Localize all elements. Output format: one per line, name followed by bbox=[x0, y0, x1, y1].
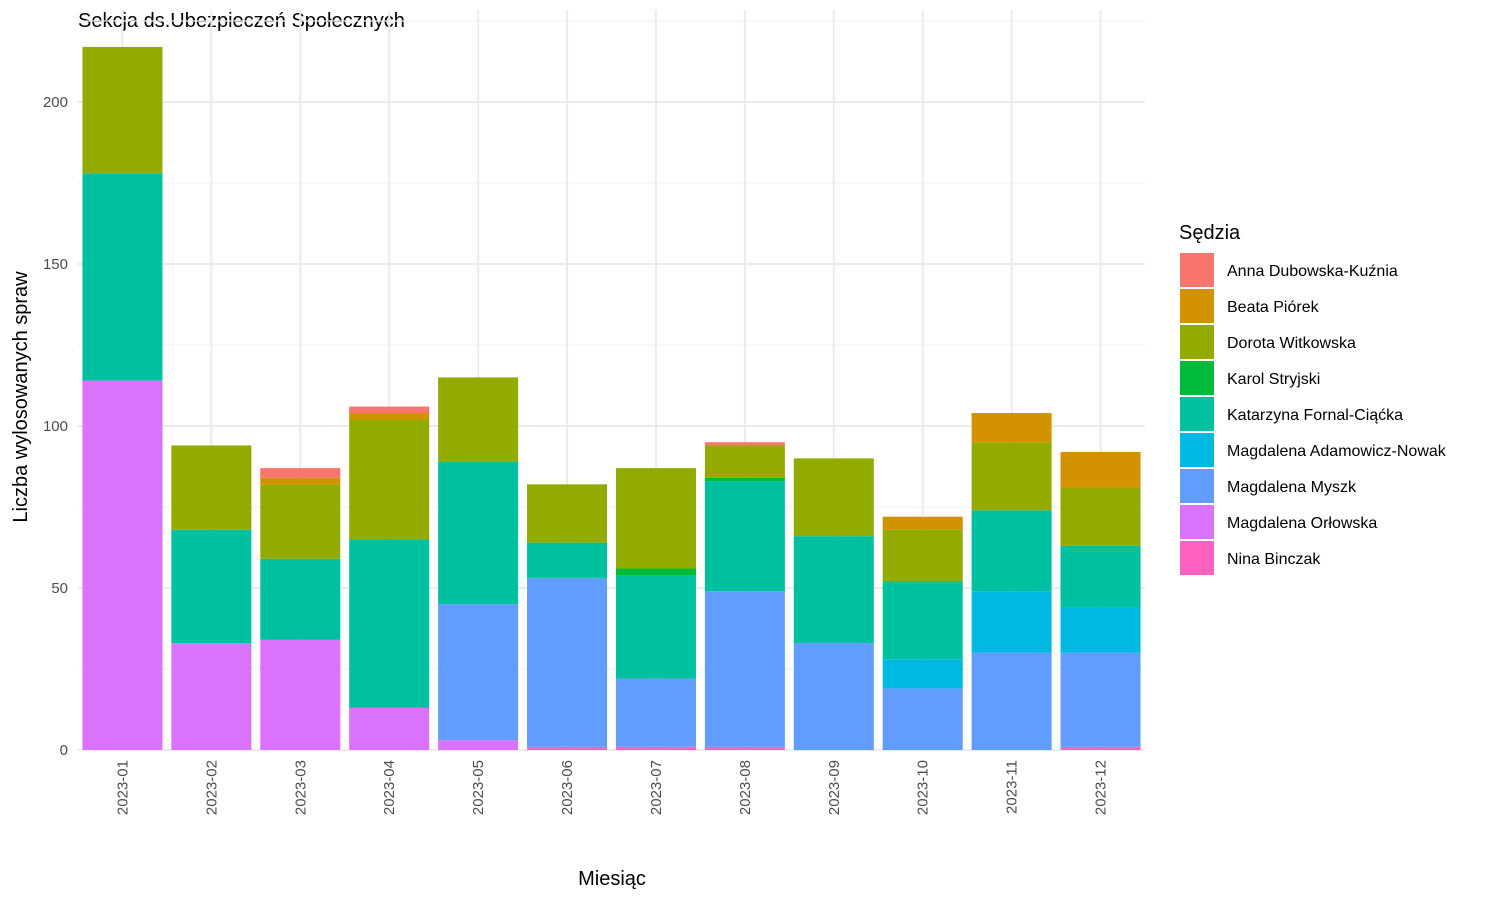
bar-segment bbox=[793, 643, 874, 750]
bar-segment bbox=[349, 539, 430, 708]
legend-swatch bbox=[1180, 253, 1214, 287]
x-axis-ticks: 2023-01 2023-02 2023-03 2023-04 2023-05 2023-… bbox=[114, 760, 1109, 815]
legend-label: Anna Dubowska-Kuźnia bbox=[1227, 263, 1398, 280]
bar-segment bbox=[971, 442, 1052, 511]
bar-segment bbox=[882, 581, 963, 660]
bar-segment bbox=[349, 413, 430, 420]
x-tick-label: 2023-01 bbox=[114, 760, 131, 815]
bar-segment bbox=[1060, 607, 1141, 653]
bar-segment bbox=[615, 678, 696, 747]
bar-segment bbox=[171, 643, 252, 750]
bar-segment bbox=[971, 413, 1052, 443]
legend-label: Dorota Witkowska bbox=[1227, 335, 1356, 352]
bar-segment bbox=[704, 591, 785, 747]
y-tick-label: 50 bbox=[51, 580, 68, 597]
bar-segment bbox=[793, 458, 874, 537]
x-tick-label: 2023-05 bbox=[470, 760, 487, 815]
bar-segment bbox=[438, 377, 519, 462]
bar-segment bbox=[704, 481, 785, 592]
x-tick-label: 2023-12 bbox=[1093, 760, 1110, 815]
y-tick-label: 150 bbox=[43, 256, 68, 273]
legend-swatch bbox=[1180, 397, 1214, 431]
bar-segment bbox=[438, 461, 519, 605]
bar-segment bbox=[882, 659, 963, 689]
legend-label: Nina Binczak bbox=[1227, 551, 1321, 568]
bar-segment bbox=[527, 484, 608, 543]
bar-segment bbox=[349, 406, 430, 414]
bar-segment bbox=[615, 468, 696, 569]
bar-segment bbox=[615, 575, 696, 679]
bar-segment bbox=[793, 536, 874, 644]
bar-segment bbox=[1060, 652, 1141, 747]
bar-segment bbox=[1060, 451, 1141, 488]
bar-segment bbox=[171, 445, 252, 530]
bar-segment bbox=[82, 46, 163, 174]
legend-swatch bbox=[1180, 289, 1214, 323]
x-tick-label: 2023-02 bbox=[203, 760, 220, 815]
y-axis-title: Liczba wylosowanych spraw bbox=[10, 271, 32, 523]
x-tick-label: 2023-09 bbox=[826, 760, 843, 815]
bar-segment bbox=[971, 591, 1052, 653]
bar-segment bbox=[260, 558, 341, 640]
bar-segment bbox=[527, 542, 608, 579]
bar-segment bbox=[349, 419, 430, 540]
bar-segment bbox=[438, 740, 519, 750]
bar-segment bbox=[882, 516, 963, 530]
bar-segment bbox=[1060, 746, 1141, 750]
y-axis-ticks: 0 50 100 150 200 bbox=[43, 94, 68, 759]
bar-segment bbox=[527, 578, 608, 747]
bar-segment bbox=[615, 746, 696, 750]
bar-segment bbox=[1060, 545, 1141, 608]
bar-segment bbox=[882, 529, 963, 582]
bars bbox=[82, 46, 1141, 750]
x-tick-label: 2023-07 bbox=[648, 760, 665, 815]
legend-label: Magdalena Myszk bbox=[1227, 479, 1357, 496]
bar-segment bbox=[260, 484, 341, 559]
legend-swatch bbox=[1180, 541, 1214, 575]
legend-label: Magdalena Orłowska bbox=[1227, 515, 1377, 532]
legend-label: Beata Piórek bbox=[1227, 299, 1320, 316]
legend-swatch bbox=[1180, 361, 1214, 395]
bar-segment bbox=[704, 746, 785, 750]
bar-segment bbox=[82, 173, 163, 381]
bar-segment bbox=[349, 707, 430, 750]
bar-segment bbox=[971, 510, 1052, 592]
bar-segment bbox=[260, 477, 341, 485]
legend-title: Sędzia bbox=[1179, 222, 1241, 244]
bar-segment bbox=[260, 468, 341, 478]
legend-label: Magdalena Adamowicz-Nowak bbox=[1227, 443, 1447, 460]
bar-segment bbox=[527, 746, 608, 750]
legend-label: Katarzyna Fornal-Ciąćka bbox=[1227, 407, 1403, 424]
bar-segment bbox=[704, 442, 785, 446]
x-tick-label: 2023-04 bbox=[381, 760, 398, 815]
bar-segment bbox=[882, 688, 963, 750]
bar-segment bbox=[260, 639, 341, 750]
bar-segment bbox=[704, 477, 785, 482]
legend-swatch bbox=[1180, 505, 1214, 539]
x-tick-label: 2023-06 bbox=[559, 760, 576, 815]
bar-segment bbox=[171, 529, 252, 644]
x-axis-title: Miesiąc bbox=[578, 868, 646, 890]
bar-segment bbox=[1060, 487, 1141, 546]
legend-swatch bbox=[1180, 433, 1214, 467]
bar-segment bbox=[438, 604, 519, 741]
bar-segment bbox=[615, 568, 696, 576]
y-tick-label: 100 bbox=[43, 418, 68, 435]
bar-segment bbox=[971, 652, 1052, 750]
y-tick-label: 0 bbox=[60, 742, 68, 759]
x-tick-label: 2023-08 bbox=[737, 760, 754, 815]
legend-swatch bbox=[1180, 325, 1214, 359]
x-tick-label: 2023-10 bbox=[915, 760, 932, 815]
x-tick-label: 2023-11 bbox=[1004, 760, 1021, 814]
legend-swatch bbox=[1180, 469, 1214, 503]
legend: Anna Dubowska-Kuźnia Beata Piórek Dorota W… bbox=[1180, 253, 1447, 575]
y-tick-label: 200 bbox=[43, 94, 68, 111]
x-tick-label: 2023-03 bbox=[292, 760, 309, 815]
legend-label: Karol Stryjski bbox=[1227, 371, 1320, 388]
bar-segment bbox=[82, 380, 163, 750]
bar-segment bbox=[704, 445, 785, 478]
